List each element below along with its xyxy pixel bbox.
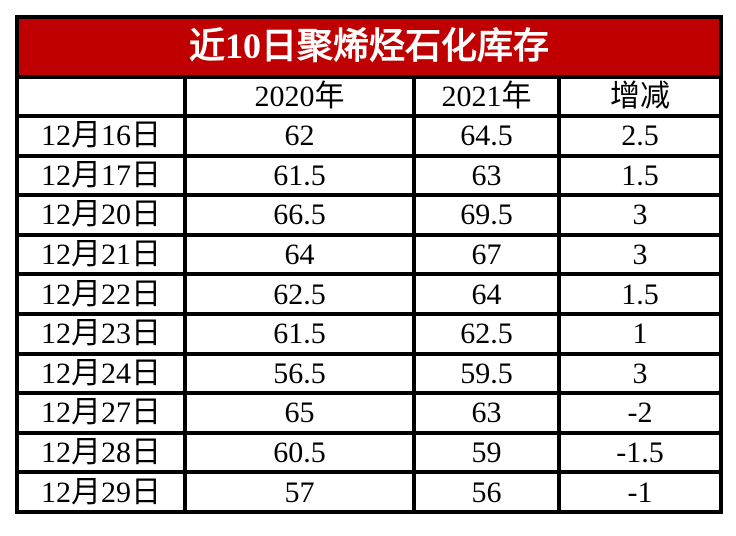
value-2020-cell: 62.5 bbox=[183, 272, 416, 316]
date-cell: 12月27日 bbox=[15, 391, 187, 435]
value-2021-cell: 63 bbox=[412, 153, 561, 198]
value-2020-cell: 57 bbox=[183, 470, 416, 514]
inventory-table: 近10日聚烯烃石化库存 2020年 2021年 增减 12月16日 62 64.… bbox=[14, 15, 724, 514]
table-row: 12月29日 57 56 -1 bbox=[15, 470, 724, 514]
date-cell: 12月21日 bbox=[15, 232, 187, 277]
change-cell: 2.5 bbox=[556, 114, 724, 158]
page-title: 近10日聚烯烃石化库存 bbox=[14, 15, 724, 79]
date-cell: 12月29日 bbox=[15, 470, 187, 514]
header-change-cell: 增减 bbox=[556, 75, 724, 118]
table-row: 12月28日 60.5 59 -1.5 bbox=[15, 430, 724, 475]
change-cell: 1 bbox=[556, 311, 724, 356]
table-row: 12月22日 62.5 64 1.5 bbox=[15, 272, 724, 316]
table-row: 12月27日 65 63 -2 bbox=[15, 391, 724, 435]
value-2021-cell: 59.5 bbox=[412, 351, 561, 396]
value-2020-cell: 62 bbox=[183, 114, 416, 158]
value-2021-cell: 63 bbox=[412, 391, 561, 435]
change-cell: 3 bbox=[556, 351, 724, 396]
value-2020-cell: 66.5 bbox=[183, 193, 416, 237]
change-cell: 3 bbox=[556, 193, 724, 237]
value-2021-cell: 62.5 bbox=[412, 311, 561, 356]
value-2021-cell: 69.5 bbox=[412, 193, 561, 237]
table-row: 12月21日 64 67 3 bbox=[15, 232, 724, 277]
table-row: 12月16日 62 64.5 2.5 bbox=[15, 114, 724, 158]
date-cell: 12月22日 bbox=[15, 272, 187, 316]
date-cell: 12月16日 bbox=[15, 114, 187, 158]
value-2021-cell: 59 bbox=[412, 430, 561, 475]
table-row: 12月24日 56.5 59.5 3 bbox=[15, 351, 724, 396]
value-2020-cell: 61.5 bbox=[183, 153, 416, 198]
change-cell: -2 bbox=[556, 391, 724, 435]
change-cell: 1.5 bbox=[556, 272, 724, 316]
value-2021-cell: 64.5 bbox=[412, 114, 561, 158]
value-2020-cell: 60.5 bbox=[183, 430, 416, 475]
header-2020-cell: 2020年 bbox=[183, 75, 416, 118]
header-empty-cell bbox=[15, 75, 187, 118]
value-2020-cell: 56.5 bbox=[183, 351, 416, 396]
table-row: 12月20日 66.5 69.5 3 bbox=[15, 193, 724, 237]
table-row: 12月23日 61.5 62.5 1 bbox=[15, 311, 724, 356]
title-row: 近10日聚烯烃石化库存 bbox=[14, 15, 724, 79]
header-2021-cell: 2021年 bbox=[412, 75, 561, 118]
value-2021-cell: 67 bbox=[412, 232, 561, 277]
value-2020-cell: 61.5 bbox=[183, 311, 416, 356]
value-2020-cell: 65 bbox=[183, 391, 416, 435]
value-2021-cell: 56 bbox=[412, 470, 561, 514]
change-cell: -1.5 bbox=[556, 430, 724, 475]
change-cell: -1 bbox=[556, 470, 724, 514]
value-2020-cell: 64 bbox=[183, 232, 416, 277]
date-cell: 12月20日 bbox=[15, 193, 187, 237]
date-cell: 12月23日 bbox=[15, 311, 187, 356]
change-cell: 3 bbox=[556, 232, 724, 277]
date-cell: 12月24日 bbox=[15, 351, 187, 396]
date-cell: 12月28日 bbox=[15, 430, 187, 475]
date-cell: 12月17日 bbox=[15, 153, 187, 198]
table-header-row: 2020年 2021年 增减 bbox=[15, 75, 724, 118]
change-cell: 1.5 bbox=[556, 153, 724, 198]
table-row: 12月17日 61.5 63 1.5 bbox=[15, 153, 724, 198]
value-2021-cell: 64 bbox=[412, 272, 561, 316]
